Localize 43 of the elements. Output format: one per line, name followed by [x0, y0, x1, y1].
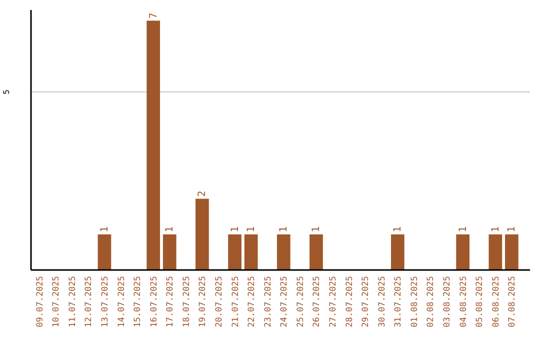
- data-label: 1: [246, 226, 258, 232]
- x-tick-label: 23.07.2025: [263, 276, 274, 328]
- x-tick-label: 27.07.2025: [328, 276, 339, 328]
- x-tick-label: 15.07.2025: [133, 276, 144, 328]
- x-tick-label: 14.07.2025: [116, 276, 127, 328]
- x-tick-label: 04.08.2025: [458, 276, 469, 328]
- data-label: 1: [506, 226, 518, 232]
- x-tick-label: 30.07.2025: [377, 276, 388, 328]
- y-tick-label: 5: [2, 89, 11, 94]
- x-tick-label: 03.08.2025: [442, 276, 453, 328]
- x-tick-label: 18.07.2025: [182, 276, 192, 328]
- x-tick-label: 06.08.2025: [491, 276, 502, 328]
- data-label: 7: [148, 12, 160, 19]
- data-label: 2: [197, 190, 208, 197]
- x-tick-label: 26.07.2025: [312, 276, 322, 328]
- data-label: 1: [458, 226, 469, 232]
- data-label: 1: [392, 226, 404, 232]
- data-label: 1: [164, 226, 176, 232]
- data-label: 1: [490, 226, 502, 232]
- data-label: 1: [278, 226, 290, 232]
- x-tick-label: 01.08.2025: [410, 276, 420, 328]
- x-tick-label: 09.07.2025: [35, 276, 46, 328]
- x-tick-label: 21.07.2025: [230, 276, 241, 328]
- x-tick-label: 07.08.2025: [508, 276, 518, 328]
- x-tick-label: 02.08.2025: [426, 276, 436, 328]
- data-label: 1: [311, 226, 322, 232]
- x-tick-label: 28.07.2025: [344, 276, 355, 328]
- x-tick-label: 24.07.2025: [280, 276, 290, 328]
- x-tick-label: 13.07.2025: [100, 276, 110, 328]
- x-tick-label: 19.07.2025: [198, 276, 208, 328]
- x-tick-label: 22.07.2025: [247, 276, 258, 328]
- x-tick-label: 11.07.2025: [68, 276, 78, 328]
- x-tick-label: 29.07.2025: [361, 276, 372, 328]
- x-tick-label: 16.07.2025: [149, 276, 160, 328]
- data-label: 1: [99, 226, 110, 232]
- x-tick-label: 25.07.2025: [296, 276, 306, 328]
- x-tick-label: 20.07.2025: [214, 276, 224, 328]
- x-tick-label: 05.08.2025: [475, 276, 486, 328]
- x-tick-label: 12.07.2025: [84, 276, 94, 328]
- x-tick-label: 10.07.2025: [52, 276, 62, 328]
- x-tick-label: 17.07.2025: [166, 276, 176, 328]
- x-tick-label: 31.07.2025: [394, 276, 404, 328]
- data-label: 1: [230, 226, 241, 232]
